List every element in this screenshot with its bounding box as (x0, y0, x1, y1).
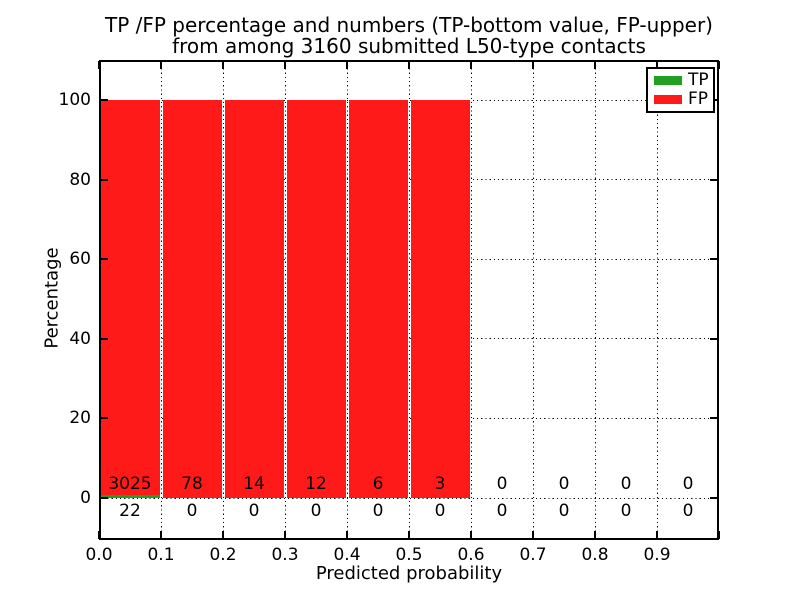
x-gridline (595, 60, 596, 540)
fp-count-label: 3 (434, 474, 446, 494)
y-tick-mark (710, 337, 718, 340)
x-tick-mark (594, 61, 596, 69)
x-tick-mark (718, 531, 720, 539)
y-tick-mark (100, 337, 108, 340)
y-tick-label: 20 (69, 408, 91, 429)
y-tick-mark (100, 258, 108, 261)
x-gridline (223, 60, 224, 540)
x-tick-mark (346, 531, 348, 539)
fp-count-label: 0 (682, 474, 694, 494)
fp-bar (162, 100, 222, 498)
x-tick-mark (594, 531, 596, 539)
x-tick-mark (98, 531, 100, 539)
y-tick-mark (100, 417, 108, 420)
chart-title-line2: from among 3160 submitted L50-type conta… (172, 34, 646, 58)
y-tick-label: 40 (69, 328, 91, 349)
x-tick-mark (160, 61, 162, 69)
fp-count-label: 0 (558, 474, 570, 494)
legend-label-tp: TP (688, 70, 709, 90)
y-tick-mark (710, 497, 718, 499)
y-tick-mark (710, 178, 718, 181)
fp-bar (100, 100, 160, 496)
fp-bar (224, 100, 284, 498)
tp-count-label: 0 (558, 501, 570, 521)
x-tick-mark (222, 61, 224, 69)
x-tick-mark (532, 61, 534, 69)
y-tick-label: 100 (58, 90, 91, 110)
legend: TP FP (646, 67, 715, 113)
y-tick-label: 80 (69, 169, 91, 190)
x-tick-mark (160, 531, 162, 539)
legend-label-fp: FP (688, 89, 709, 109)
x-tick-mark (408, 531, 410, 539)
fp-bar (410, 100, 470, 498)
tp-count-label: 0 (186, 501, 198, 521)
x-tick-label: 0.4 (333, 545, 361, 565)
x-gridline (161, 60, 162, 540)
fp-count-label: 0 (496, 474, 508, 494)
x-tick-mark (408, 61, 410, 69)
x-tick-mark (718, 61, 720, 69)
tp-count-label: 0 (682, 501, 694, 521)
fp-count-label: 3025 (108, 474, 152, 494)
fp-bar (286, 100, 346, 498)
x-tick-label: 0.6 (457, 545, 485, 565)
x-tick-label: 0.3 (271, 545, 299, 565)
legend-swatch-fp (654, 95, 682, 104)
x-gridline (409, 60, 410, 540)
legend-swatch-tp (654, 76, 682, 85)
chart-title-line1: TP /FP percentage and numbers (TP-bottom… (105, 13, 713, 37)
x-gridline (657, 60, 658, 540)
tp-bar (100, 495, 160, 498)
tp-count-label: 22 (119, 501, 141, 521)
x-tick-mark (470, 531, 472, 539)
x-tick-label: 0.9 (643, 545, 671, 565)
x-tick-mark (222, 531, 224, 539)
x-tick-label: 0.0 (85, 545, 113, 565)
tp-count-label: 0 (496, 501, 508, 521)
x-gridline (347, 60, 348, 540)
x-tick-mark (470, 61, 472, 69)
y-tick-mark (710, 417, 718, 420)
tp-count-label: 0 (620, 501, 632, 521)
x-tick-mark (532, 531, 534, 539)
y-tick-label: 60 (69, 249, 91, 270)
x-gridline (285, 60, 286, 540)
tp-count-label: 0 (248, 501, 260, 521)
fp-count-label: 12 (305, 474, 327, 494)
fp-count-label: 78 (181, 474, 203, 494)
fp-count-label: 0 (620, 474, 632, 494)
x-tick-mark (284, 531, 286, 539)
fp-bar (348, 100, 408, 498)
x-tick-mark (98, 61, 100, 69)
x-tick-mark (656, 61, 658, 69)
y-tick-mark (100, 178, 108, 181)
x-tick-mark (284, 61, 286, 69)
x-gridline (471, 60, 472, 540)
x-tick-mark (346, 61, 348, 69)
y-tick-mark (100, 99, 108, 101)
x-tick-label: 0.2 (209, 545, 237, 565)
tp-count-label: 0 (372, 501, 384, 521)
y-tick-mark (710, 258, 718, 261)
x-tick-label: 0.8 (581, 545, 609, 565)
x-tick-label: 0.5 (395, 545, 423, 565)
x-axis-label: Predicted probability (315, 563, 503, 584)
fp-count-label: 14 (243, 474, 265, 494)
x-tick-mark (656, 531, 658, 539)
x-gridline (533, 60, 534, 540)
x-tick-label: 0.1 (147, 545, 175, 565)
tp-count-label: 0 (434, 501, 446, 521)
y-tick-label: 0 (80, 488, 91, 508)
tp-count-label: 0 (310, 501, 322, 521)
x-tick-label: 0.7 (519, 545, 547, 565)
fp-count-label: 6 (372, 474, 384, 494)
y-tick-mark (100, 497, 108, 499)
